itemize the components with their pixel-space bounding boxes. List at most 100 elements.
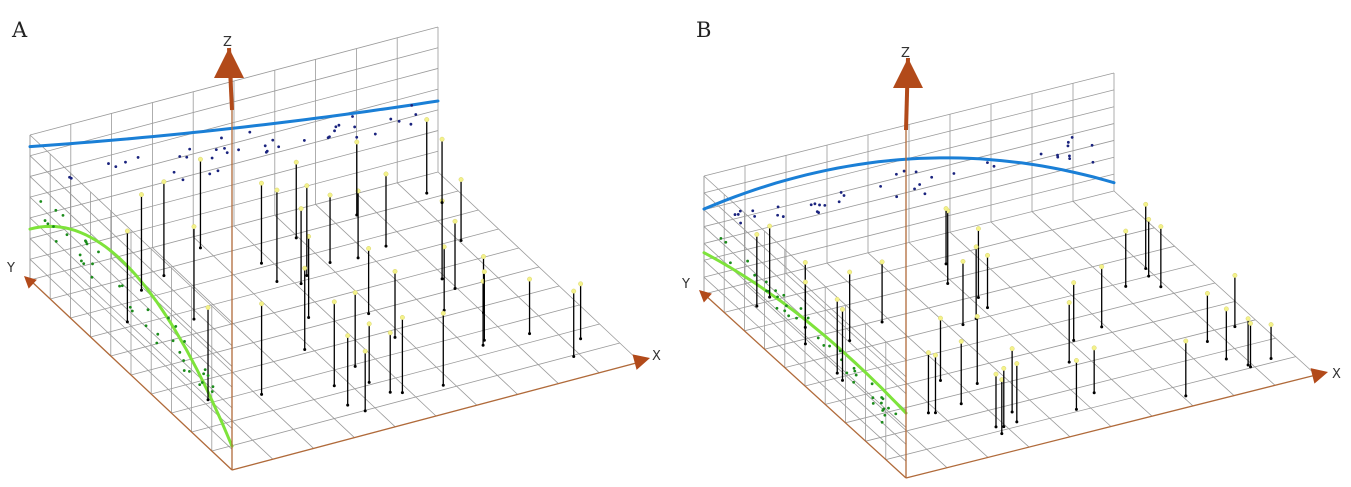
point-base-dot (880, 320, 884, 324)
projection-xz (373, 132, 377, 136)
projection-yz (65, 233, 69, 237)
point-base-dot (1124, 284, 1128, 288)
projection-yz (46, 222, 50, 226)
data-point (960, 258, 966, 264)
projection-yz (183, 340, 186, 343)
wall-yz-grid-line (29, 134, 233, 326)
point-base-dot (260, 392, 264, 396)
point-base-dot (356, 256, 360, 260)
data-point (847, 269, 853, 275)
point-base-dot (305, 273, 309, 277)
projection-xz (1056, 153, 1059, 157)
point-base-dot (192, 317, 196, 321)
projection-yz (211, 385, 215, 389)
wall-xz-grid-line (29, 47, 439, 157)
projection-xz (107, 162, 110, 165)
floor-grid-line (990, 221, 1194, 407)
projection-xz (918, 183, 922, 186)
data-point (1268, 322, 1274, 328)
projection-xz (263, 144, 267, 148)
point-base-dot (1092, 391, 1096, 395)
projection-yz (871, 402, 875, 405)
projection-yz (764, 280, 768, 284)
projection-yz (871, 396, 875, 400)
floor-grid-line (804, 282, 1216, 387)
projection-yz (84, 240, 88, 244)
projection-yz (887, 406, 890, 410)
point-base-dot (1015, 420, 1019, 424)
point-base-dot (367, 312, 371, 316)
projection-yz (719, 236, 723, 240)
point-base-dot (840, 378, 844, 382)
data-point (1071, 280, 1077, 286)
data-point (1073, 358, 1079, 363)
projection-yz (806, 316, 810, 320)
projection-xz (1091, 160, 1095, 164)
projection-xz (1066, 140, 1070, 144)
data-point (458, 177, 464, 183)
data-point (1091, 345, 1097, 351)
point-base-dot (975, 382, 979, 386)
data-point (1066, 300, 1072, 305)
projection-xz (930, 175, 934, 179)
data-point (1099, 264, 1105, 270)
data-point (1223, 306, 1229, 312)
projection-yz (799, 307, 803, 310)
point-base-dot (384, 244, 388, 248)
data-point (754, 231, 760, 237)
wall-xz-grid-line (703, 140, 1115, 244)
projection-yz (854, 373, 858, 377)
point-base-dot (303, 347, 307, 351)
projection-yz (54, 239, 58, 243)
projection-yz (97, 250, 100, 254)
projection-xz (214, 148, 218, 152)
wall-yz-grid-line (703, 276, 907, 462)
point-base-dot (1000, 432, 1004, 436)
projection-yz (816, 336, 820, 340)
point-base-dot (768, 295, 772, 299)
projection-xz (185, 155, 189, 159)
data-point (834, 296, 840, 302)
x-axis-arrow (1310, 368, 1328, 384)
panel-letter: A (12, 18, 28, 42)
projection-yz (882, 407, 886, 411)
data-point (975, 226, 981, 232)
data-point (439, 136, 445, 142)
z-axis-label: Z (901, 46, 910, 61)
projection-yz (128, 305, 132, 309)
x-axis-label: X (1332, 367, 1341, 382)
wall-xz-grid-line (29, 88, 439, 198)
projection-xz (739, 221, 743, 225)
data-point (933, 352, 938, 358)
projection-xz (225, 151, 229, 155)
data-point (527, 276, 533, 282)
projection-yz (784, 304, 788, 308)
projection-yz (852, 380, 856, 384)
floor-grid-line (724, 209, 1135, 313)
data-point (304, 183, 310, 189)
projection-xz (172, 170, 176, 174)
projection-xz (188, 147, 192, 151)
projection-yz (120, 284, 124, 288)
wall-yz-grid-line (29, 258, 233, 450)
wall-xz-grid-line (29, 130, 439, 239)
projection-xz (738, 209, 742, 213)
data-point (259, 180, 264, 186)
data-point (1143, 201, 1149, 207)
data-point (1245, 316, 1251, 322)
projection-xz (1068, 157, 1072, 161)
projection-yz (880, 401, 883, 405)
y-axis-label: Y (6, 261, 15, 276)
projection-xz (1039, 152, 1043, 156)
point-base-dot (938, 379, 942, 383)
projection-yz (91, 262, 94, 266)
floor-grid-line (130, 266, 540, 376)
projection-yz (130, 309, 134, 313)
projection-xz (337, 123, 341, 127)
data-point (1146, 216, 1152, 222)
projection-xz (334, 125, 338, 129)
projection-yz (43, 219, 47, 222)
data-point (840, 306, 845, 312)
projection-yz (203, 368, 207, 372)
projection-xz (353, 125, 357, 129)
